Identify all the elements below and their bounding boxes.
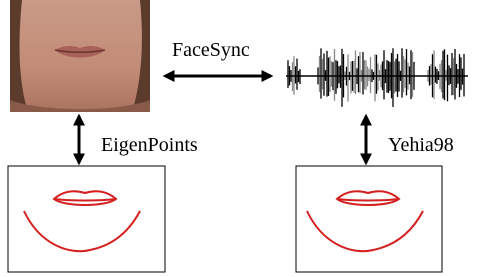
audio-waveform: [286, 48, 468, 107]
face-photo: [10, 0, 150, 112]
lip-model: [8, 166, 165, 272]
diagram: FaceSync EigenPoints Yehia98: [0, 0, 489, 277]
edge-label: EigenPoints: [101, 134, 198, 156]
edge-label: FaceSync: [172, 39, 250, 61]
lip-model: [296, 166, 442, 272]
edge-label: Yehia98: [388, 134, 454, 156]
